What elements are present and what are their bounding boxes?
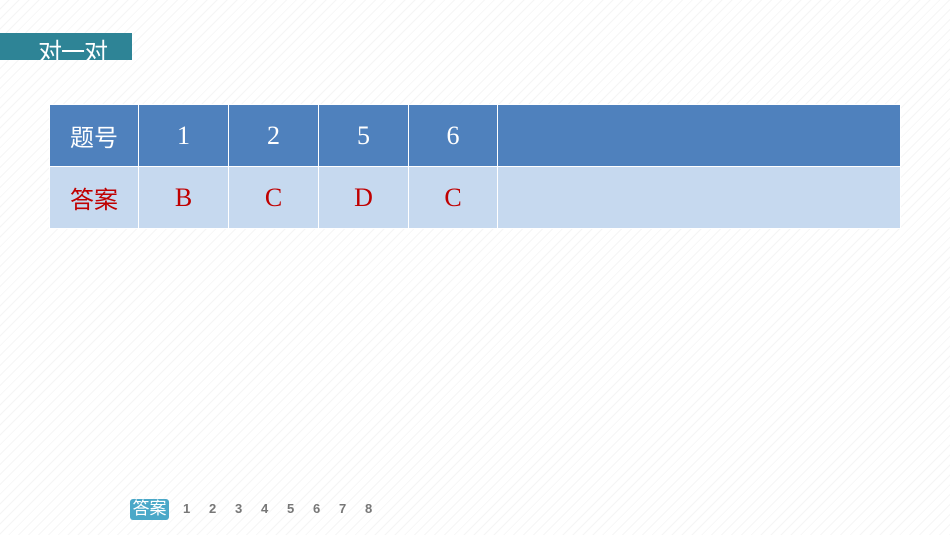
row-label: 答案 <box>49 166 139 229</box>
nav-page-8[interactable]: 8 <box>365 501 373 516</box>
cell: C <box>228 166 319 229</box>
nav-page-4[interactable]: 4 <box>261 501 269 516</box>
cell: B <box>138 166 229 229</box>
cell <box>497 166 901 229</box>
answer-row: 答案 B C D C <box>49 166 901 229</box>
nav-page-1[interactable]: 1 <box>183 501 191 516</box>
nav-page-5[interactable]: 5 <box>287 501 295 516</box>
cell: 2 <box>228 104 319 167</box>
cell: D <box>318 166 409 229</box>
nav-page-7[interactable]: 7 <box>339 501 347 516</box>
nav-page-2[interactable]: 2 <box>209 501 217 516</box>
nav-page-3[interactable]: 3 <box>235 501 243 516</box>
cell <box>497 104 901 167</box>
cell: 6 <box>408 104 498 167</box>
cell: 5 <box>318 104 409 167</box>
nav-page-6[interactable]: 6 <box>313 501 321 516</box>
question-number-row: 题号 1 2 5 6 <box>49 104 901 167</box>
cell: C <box>408 166 498 229</box>
section-title: 对一对 <box>38 38 108 60</box>
answer-table: 题号 1 2 5 6 答案 B C D C <box>49 104 901 229</box>
cell: 1 <box>138 104 229 167</box>
answer-nav-button[interactable]: 答案 <box>130 499 169 520</box>
row-label: 题号 <box>49 104 139 167</box>
section-header: 对一对 <box>0 33 132 60</box>
